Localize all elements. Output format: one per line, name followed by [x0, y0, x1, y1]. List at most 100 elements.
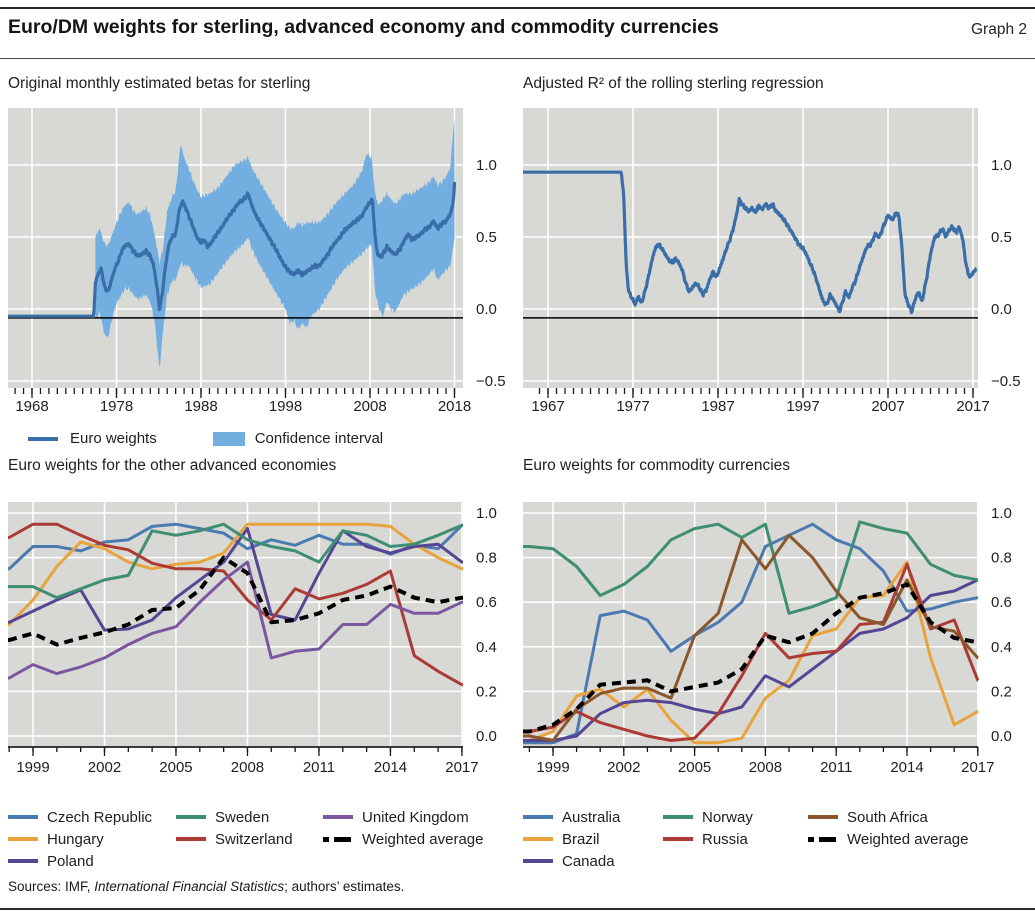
- y-tick-label: 1.0: [476, 505, 497, 522]
- legend-item-russia: Russia: [663, 828, 808, 850]
- y-tick-label: 0.2: [991, 683, 1012, 700]
- legend-commodity-currencies: Australia Brazil Canada Norway Russia South A…: [523, 806, 968, 872]
- legend-item-weighted-average: Weighted average: [323, 828, 483, 850]
- x-tick-label: 2017: [961, 759, 994, 776]
- series-color-swatch: [523, 837, 553, 841]
- sterling-r2-chart: 1967 1977 1987 1997 2007 2017−0.5 0.0 0.5 1.0: [523, 108, 1021, 415]
- sources-prefix: Sources: IMF,: [8, 879, 95, 894]
- header-rule: [0, 58, 1035, 59]
- legend-label: Weighted average: [362, 830, 484, 848]
- y-tick-label: 0.2: [476, 683, 497, 700]
- x-tick-label: 2011: [820, 759, 852, 776]
- y-tick-label: 0.0: [991, 728, 1012, 745]
- x-tick-label: 1999: [536, 759, 569, 776]
- sources-publication: International Financial Statistics: [94, 879, 285, 894]
- bottom-rule: [0, 908, 1035, 910]
- x-tick-label: 2008: [231, 759, 264, 776]
- x-tick-label: 2014: [890, 759, 923, 776]
- panel-title-r2: Adjusted R² of the rolling sterling regr…: [523, 75, 824, 92]
- legend-item-confidence-interval: Confidence interval: [212, 430, 384, 447]
- y-tick-label: −0.5: [476, 373, 506, 390]
- legend-column: South Africa Weighted average: [808, 806, 968, 872]
- legend-sterling-betas: Euro weights Confidence interval: [28, 430, 383, 447]
- advanced-economies-chart: 1999 2002 2005 2008 2011 2014 2017 0.0 0.2 0.4 0.6…: [8, 502, 497, 776]
- top-rule: [0, 7, 1035, 9]
- sources-suffix: ; authors’ estimates.: [284, 879, 405, 894]
- legend-item-czech-republic: Czech Republic: [8, 806, 176, 828]
- legend-label: South Africa: [847, 808, 928, 826]
- legend-label: Poland: [47, 852, 94, 870]
- legend-column: United Kingdom Weighted average: [323, 806, 483, 872]
- panel-title-commodity: Euro weights for commodity currencies: [523, 457, 791, 474]
- series-color-swatch: [808, 836, 838, 842]
- y-tick-label: 0.5: [991, 229, 1012, 246]
- legend-item-poland: Poland: [8, 850, 176, 872]
- x-tick-label: 2008: [749, 759, 782, 776]
- legend-item-switzerland: Switzerland: [176, 828, 323, 850]
- y-tick-label: 0.6: [476, 594, 497, 611]
- y-tick-label: 0.4: [476, 639, 497, 656]
- legend-column: Czech Republic Hungary Poland: [8, 806, 176, 872]
- commodity-currencies-chart: 1999 2002 2005 2008 2011 2014 2017 0.0 0.2 0.4 0.6…: [523, 502, 1012, 776]
- x-tick-label: 2005: [678, 759, 711, 776]
- series-color-swatch: [523, 859, 553, 863]
- legend-item-south-africa: South Africa: [808, 806, 968, 828]
- y-tick-label: 1.0: [991, 505, 1012, 522]
- y-tick-label: 0.0: [991, 301, 1012, 318]
- legend-item-australia: Australia: [523, 806, 663, 828]
- legend-label: Switzerland: [215, 830, 293, 848]
- legend-label-confidence-interval: Confidence interval: [254, 430, 384, 447]
- y-tick-label: 0.0: [476, 728, 497, 745]
- legend-label: Weighted average: [847, 830, 969, 848]
- panel-title-betas: Original monthly estimated betas for ste…: [8, 75, 311, 92]
- x-tick-label: 1978: [100, 398, 133, 415]
- y-tick-label: 1.0: [476, 157, 497, 174]
- y-tick-label: 1.0: [991, 157, 1012, 174]
- legend-item-hungary: Hungary: [8, 828, 176, 850]
- x-tick-label: 2018: [438, 398, 471, 415]
- x-tick-label: 2005: [159, 759, 192, 776]
- series-color-swatch: [663, 815, 693, 819]
- legend-column: Sweden Switzerland: [176, 806, 323, 872]
- x-tick-label: 1998: [269, 398, 302, 415]
- legend-label: Brazil: [562, 830, 600, 848]
- series-color-swatch: [663, 837, 693, 841]
- x-tick-label: 2002: [88, 759, 121, 776]
- legend-label: Czech Republic: [47, 808, 153, 826]
- figure-title: Euro/DM weights for sterling, advanced e…: [8, 16, 719, 38]
- y-tick-label: 0.8: [476, 550, 497, 567]
- series-color-swatch: [523, 815, 553, 819]
- legend-label: Russia: [702, 830, 748, 848]
- legend-item-brazil: Brazil: [523, 828, 663, 850]
- panel-title-advanced: Euro weights for the other advanced econ…: [8, 457, 337, 474]
- legend-label: Hungary: [47, 830, 104, 848]
- legend-item-united-kingdom: United Kingdom: [323, 806, 483, 828]
- sources-line: Sources: IMF, International Financial St…: [8, 879, 404, 894]
- x-tick-label: 2014: [374, 759, 407, 776]
- x-tick-label: 2008: [353, 398, 386, 415]
- y-tick-label: 0.8: [991, 550, 1012, 567]
- legend-item-euro-weights: Euro weights: [28, 430, 157, 447]
- series-color-swatch: [8, 837, 38, 841]
- legend-item-sweden: Sweden: [176, 806, 323, 828]
- legend-item-norway: Norway: [663, 806, 808, 828]
- series-color-swatch: [176, 837, 206, 841]
- legend-label: United Kingdom: [362, 808, 469, 826]
- y-tick-label: 0.4: [991, 639, 1012, 656]
- series-color-swatch: [323, 836, 353, 842]
- x-tick-label: 2007: [871, 398, 904, 415]
- x-tick-label: 1968: [15, 398, 48, 415]
- legend-advanced-economies: Czech Republic Hungary Poland Sweden Switzer…: [8, 806, 483, 872]
- legend-label: Norway: [702, 808, 753, 826]
- x-tick-label: 1988: [184, 398, 217, 415]
- y-tick-label: 0.5: [476, 229, 497, 246]
- legend-column: Australia Brazil Canada: [523, 806, 663, 872]
- x-tick-label: 1997: [786, 398, 819, 415]
- x-tick-label: 1967: [531, 398, 564, 415]
- series-color-swatch: [176, 815, 206, 819]
- graph-number-label: Graph 2: [970, 21, 1027, 38]
- y-tick-label: 0.0: [476, 301, 497, 318]
- series-color-swatch: [8, 859, 38, 863]
- sterling-betas-chart: 1968 1978 1988 1998 2008 2018 −0.5 0.0 0.5 1.0: [8, 108, 506, 415]
